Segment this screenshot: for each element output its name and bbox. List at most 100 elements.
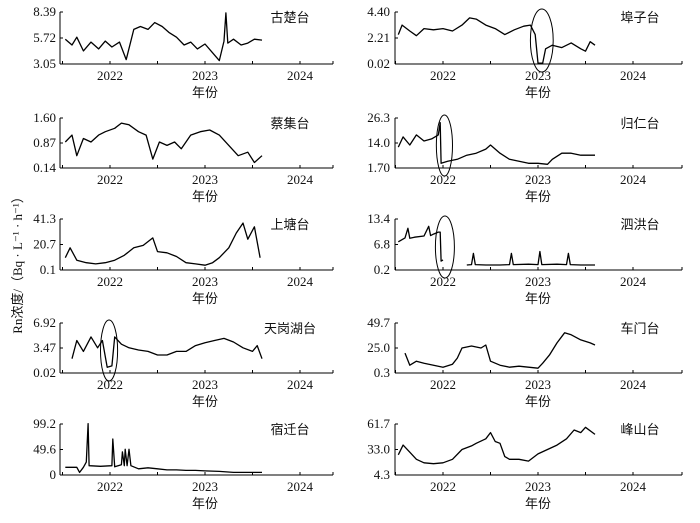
panel-1: 0.14 0.87 1.60 2022 2023 2024 年份 蔡集台 — [33, 110, 334, 205]
anomaly-ellipse — [435, 114, 453, 177]
panel-7: 0.2 6.8 13.4 2022 2023 2024 年份 泗洪台 — [367, 211, 683, 307]
x-tick-label: 2024 — [620, 479, 647, 494]
panel-8: 0.3 25.0 49.7 2022 2023 2024 年份 车门台 — [367, 315, 683, 410]
y-tick-label: 49.6 — [33, 442, 56, 457]
y-tick-label: 0.14 — [33, 160, 56, 175]
x-tick-label: 2022 — [430, 479, 456, 494]
y-tick-label: 4.3 — [374, 467, 390, 482]
x-tick-label: 2024 — [287, 68, 314, 83]
x-tick-label: 2022 — [97, 274, 123, 289]
y-tick-label: 33.0 — [367, 442, 390, 457]
y-tick-label: 2.21 — [367, 30, 390, 45]
y-tick-label: 0.3 — [374, 365, 390, 380]
station-label: 埠子台 — [620, 11, 659, 26]
y-tick-label: 41.3 — [33, 211, 56, 226]
x-tick-label: 2022 — [97, 479, 123, 494]
x-tick-label: 2023 — [525, 274, 551, 289]
y-tick-label: 61.7 — [367, 416, 390, 431]
anomaly-ellipse — [434, 215, 455, 279]
y-tick-label: 0.2 — [374, 262, 390, 277]
y-tick-label: 6.8 — [374, 237, 390, 252]
y-tick-label: 26.3 — [367, 110, 390, 125]
x-tick-label: 2023 — [192, 377, 218, 392]
series-line — [404, 332, 596, 369]
x-tick-label: 2022 — [430, 172, 456, 187]
x-tick-label: 2022 — [430, 68, 456, 83]
station-label: 蔡集台 — [270, 116, 309, 132]
x-axis-label: 年份 — [525, 395, 551, 410]
y-tick-label: 49.7 — [367, 315, 390, 330]
x-tick-label: 2022 — [97, 377, 123, 392]
x-tick-label: 2022 — [430, 377, 456, 392]
y-tick-label: 4.40 — [367, 4, 390, 19]
x-tick-label: 2023 — [192, 479, 218, 494]
y-tick-label: 3.47 — [33, 340, 56, 355]
station-label: 峰山台 — [620, 423, 659, 438]
panel-3: 0.02 3.47 6.92 2022 2023 2024 年份 天岗湖台 — [33, 315, 334, 410]
x-tick-label: 2023 — [192, 274, 218, 289]
station-label: 天岗湖台 — [264, 322, 316, 337]
station-label: 泗洪台 — [620, 218, 659, 233]
y-tick-label: 13.4 — [367, 211, 390, 226]
anomaly-ellipse — [100, 319, 119, 382]
x-tick-label: 2023 — [525, 479, 551, 494]
series-line — [397, 225, 444, 262]
x-axis-label: 年份 — [525, 292, 551, 307]
series-line — [64, 222, 261, 266]
series-line — [397, 122, 595, 165]
x-tick-label: 2024 — [287, 274, 314, 289]
y-tick-label: 1.70 — [367, 160, 390, 175]
x-tick-label: 2023 — [192, 68, 218, 83]
y-tick-label: 14.0 — [367, 135, 390, 150]
series-line — [397, 17, 596, 64]
x-tick-label: 2024 — [620, 172, 647, 187]
x-tick-label: 2022 — [97, 172, 123, 187]
station-label: 宿迁台 — [270, 422, 309, 438]
x-tick-label: 2022 — [97, 68, 123, 83]
series-line — [64, 122, 263, 164]
series-line — [397, 426, 596, 465]
x-tick-label: 2024 — [620, 68, 647, 83]
panel-9: 4.3 33.0 61.7 2022 2023 2024 年份 峰山台 — [367, 416, 683, 512]
x-axis-label: 年份 — [192, 86, 218, 101]
x-tick-label: 2024 — [620, 274, 647, 289]
x-axis-label: 年份 — [525, 497, 551, 512]
y-axis-label: Rn浓度/（Bq · L⁻¹ · h⁻¹） — [10, 190, 25, 334]
station-label: 古楚台 — [270, 11, 309, 26]
x-tick-label: 2023 — [192, 172, 218, 187]
x-axis-label: 年份 — [525, 86, 551, 101]
series-line — [65, 422, 262, 474]
station-label: 上塘台 — [270, 217, 309, 233]
y-tick-label: 1.60 — [33, 110, 56, 125]
x-axis-label: 年份 — [192, 395, 218, 410]
x-tick-label: 2024 — [620, 377, 647, 392]
x-axis-label: 年份 — [192, 190, 218, 205]
x-axis-label: 年份 — [192, 292, 218, 307]
y-tick-label: 20.7 — [33, 237, 56, 252]
y-tick-label: 8.39 — [33, 4, 56, 19]
x-tick-label: 2024 — [287, 377, 314, 392]
y-tick-label: 99.2 — [33, 416, 56, 431]
series-line — [71, 336, 263, 368]
x-tick-label: 2022 — [430, 274, 456, 289]
y-tick-label: 0.87 — [33, 135, 56, 150]
y-tick-label: 6.92 — [33, 315, 56, 330]
x-axis-label: 年份 — [525, 190, 551, 205]
y-tick-label: 0.1 — [40, 262, 56, 277]
y-tick-label: 25.0 — [367, 340, 390, 355]
panel-6: 1.70 14.0 26.3 2022 2023 2024 年份 归仁台 — [367, 110, 683, 205]
anomaly-ellipse — [529, 8, 554, 73]
y-tick-label: 0 — [50, 467, 57, 482]
x-tick-label: 2024 — [287, 172, 314, 187]
x-tick-label: 2023 — [525, 377, 551, 392]
y-tick-label: 0.02 — [367, 56, 390, 71]
station-label: 车门台 — [620, 321, 659, 337]
y-tick-label: 5.72 — [33, 30, 56, 45]
x-tick-label: 2023 — [525, 172, 551, 187]
y-tick-label: 3.05 — [33, 56, 56, 71]
series-line — [466, 250, 595, 266]
station-label: 归仁台 — [620, 117, 659, 132]
x-axis-label: 年份 — [192, 497, 218, 512]
x-tick-label: 2024 — [287, 479, 314, 494]
